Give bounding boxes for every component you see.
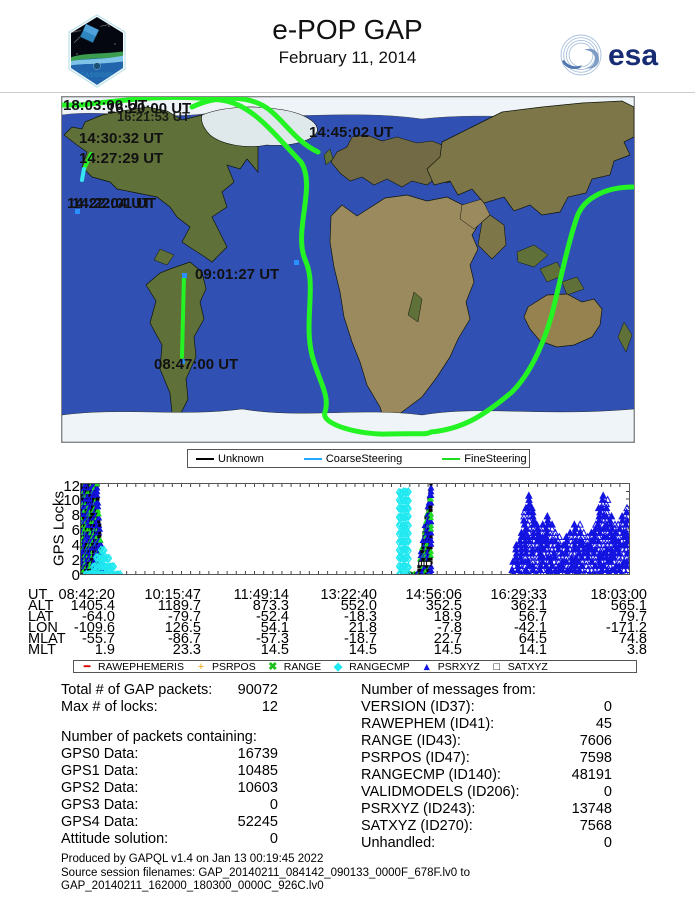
svg-text:16:21:53 UT: 16:21:53 UT <box>117 109 190 124</box>
svg-text:esa: esa <box>608 39 658 72</box>
svg-text:09:01:27 UT: 09:01:27 UT <box>195 266 279 283</box>
svg-text:14:22:04 UT: 14:22:04 UT <box>67 195 151 212</box>
svg-text:14:45:02 UT: 14:45:02 UT <box>309 124 393 141</box>
svg-text:14:27:29 UT: 14:27:29 UT <box>79 150 163 167</box>
svg-text:08:47:00 UT: 08:47:00 UT <box>154 356 238 373</box>
svg-text:14:30:32 UT: 14:30:32 UT <box>79 130 163 147</box>
